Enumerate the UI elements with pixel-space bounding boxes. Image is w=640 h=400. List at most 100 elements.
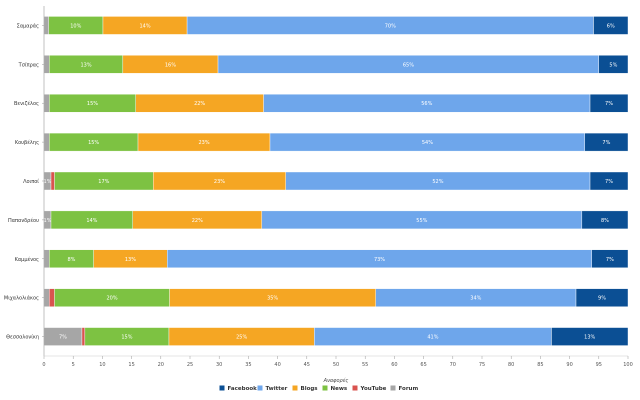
category-label: Σαμαράς [17,22,39,29]
legend-swatch-facebook [219,385,225,391]
category-label: Παπανδρέου [8,217,39,224]
x-tick-label: 40 [274,362,280,368]
bar-segment-facebook[interactable] [551,327,629,346]
data-label: 1% [44,179,52,185]
bar-segment-forum[interactable] [43,288,50,307]
bar-segment-facebook[interactable] [589,171,629,191]
data-label: 13% [80,62,91,68]
data-label: 13% [125,257,136,263]
data-label: 5% [609,62,617,68]
legend-item-twitter[interactable]: Twitter [266,386,288,392]
axes-group: Σαμαράς Τσίπρας Βενιζέλος Κουβέλης Λοιποί Παπ… [4,6,633,368]
x-tick-label: 75 [479,362,485,368]
data-label: 7% [605,179,613,185]
data-label: 23% [214,179,225,185]
data-label: 14% [86,218,97,224]
legend-item-youtube[interactable]: YouTube [360,386,387,392]
bar-segment-facebook[interactable] [598,55,629,74]
data-label: 22% [192,218,203,224]
bar-segment-forum[interactable] [43,16,49,35]
bar-segment-youtube[interactable] [49,288,55,307]
data-label: 23% [198,140,209,146]
data-label: 14% [139,23,150,29]
x-tick-label: 35 [245,362,251,368]
category-label: Βενιζέλος [14,100,39,107]
bar-segment-youtube[interactable] [50,171,55,191]
x-tick-label: 50 [333,362,339,368]
data-label: 65% [403,62,414,68]
x-tick-label: 65 [420,362,426,368]
bar-segment-youtube[interactable] [81,327,86,346]
data-label: 34% [470,296,481,302]
data-label: 15% [87,101,98,107]
x-tick-label: 95 [596,362,602,368]
x-tick-label: 85 [537,362,543,368]
legend-item-facebook[interactable]: Facebook [228,386,258,392]
data-label: 13% [584,335,595,341]
data-label: 7% [602,140,610,146]
data-label: 55% [416,218,427,224]
data-label: 6% [607,23,615,29]
bar-segment-facebook[interactable] [584,132,629,152]
x-tick-label: 30 [216,362,222,368]
category-label: Λοιποί [23,178,39,185]
data-label: 8% [601,218,609,224]
bar-segment-forum[interactable] [43,94,50,113]
legend-swatch-twitter [257,385,263,391]
data-label: 15% [88,140,99,146]
x-tick-label: 10 [99,362,105,368]
category-label: Κουβέλης [15,139,39,146]
category-label: Καμμένος [15,256,39,263]
legend-item-news[interactable]: News [331,386,348,392]
bar-segment-facebook[interactable] [575,288,629,307]
data-label: 7% [605,101,613,107]
data-label: 54% [422,140,433,146]
bar-segment-facebook[interactable] [591,249,629,268]
x-tick-label: 5 [72,362,75,368]
data-label: 70% [385,23,396,29]
x-tick-label: 15 [128,362,134,368]
data-label: 41% [427,335,438,341]
x-tick-label: 45 [304,362,310,368]
data-label: 15% [121,335,132,341]
bar-segment-facebook[interactable] [581,210,629,230]
data-label: 8% [67,257,75,263]
category-label: Τσίπρας [18,61,39,68]
legend-swatch-news [322,385,328,391]
bar-segment-forum[interactable] [43,132,50,152]
bars-group: 10% 14% 70% 6% 13% 16% 65% 5% 15% 22% 56% 7% 15% 23% 5… [43,16,629,346]
data-label: 73% [374,257,385,263]
data-label: 16% [165,62,176,68]
bar-segment-facebook[interactable] [589,94,629,113]
legend-swatch-forum [390,385,396,391]
data-label: 25% [236,335,247,341]
x-axis-title: Αναφορές [323,377,349,384]
x-tick-label: 90 [566,362,572,368]
legend: Facebook Twitter Blogs News YouTube Forum [219,385,419,392]
data-label: 22% [194,101,205,107]
x-tick-label: 20 [158,362,164,368]
x-tick-label: 80 [508,362,514,368]
data-label: 1% [44,218,52,224]
legend-swatch-youtube [352,385,358,391]
bar-segment-forum[interactable] [43,249,50,268]
legend-swatch-blogs [292,385,298,391]
legend-item-forum[interactable]: Forum [399,386,419,392]
data-label: 17% [98,179,109,185]
data-label: 10% [70,23,81,29]
data-label: 7% [606,257,614,263]
category-label: Θεσσαλονίκη [6,334,39,341]
category-label: Μιχαλολιάκος [4,295,39,302]
data-label: 35% [267,296,278,302]
x-tick-label: 25 [187,362,193,368]
data-label: 7% [59,335,67,341]
legend-item-blogs[interactable]: Blogs [301,386,319,392]
data-label: 56% [421,101,432,107]
x-tick-label: 55 [362,362,368,368]
data-label: 20% [106,296,117,302]
bar-segment-forum[interactable] [43,55,50,74]
bar-segment-facebook[interactable] [593,16,629,35]
x-tick-label: 100 [623,362,633,368]
x-tick-label: 60 [391,362,397,368]
